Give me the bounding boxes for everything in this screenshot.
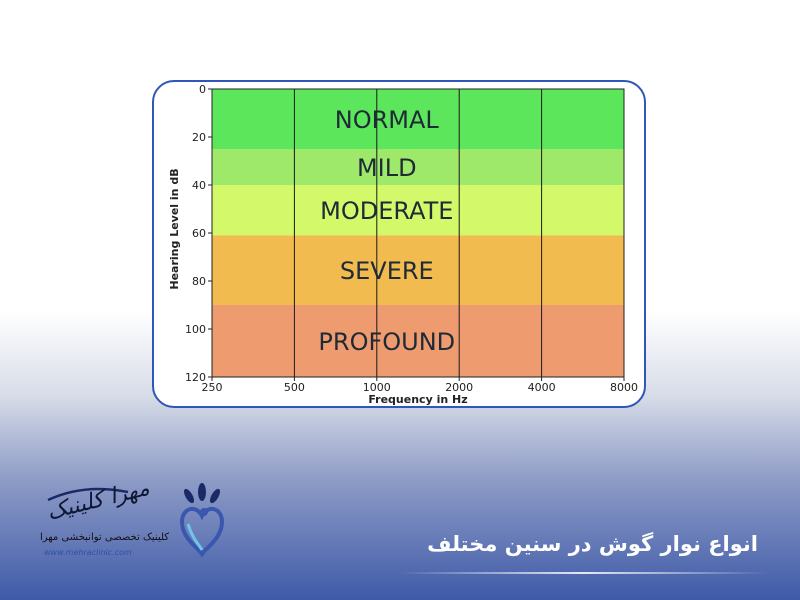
page-caption: انواع نوار گوش در سنین مختلف: [427, 532, 758, 556]
band-label-severe: SEVERE: [340, 257, 434, 285]
band-moderate: [212, 185, 624, 236]
x-tick-label-2000: 2000: [445, 381, 473, 394]
y-tick-label-60: 60: [192, 227, 206, 240]
band-label-profound: PROFOUND: [318, 328, 455, 356]
brand-subtitle: کلینیک تخصصی توانبخشی مهرا: [40, 532, 170, 543]
x-axis-label: Frequency in Hz: [368, 393, 467, 406]
chart-card: NORMAL MILD MODERATE SEVERE PROFOUND 0 20 40 60 8…: [152, 80, 646, 408]
caption-underline: [398, 572, 768, 574]
brand-url: www.mehraclinic.com: [44, 548, 132, 557]
hearing-level-chart: NORMAL MILD MODERATE SEVERE PROFOUND 0 20 40 60 8…: [168, 83, 638, 406]
band-severe: [212, 235, 624, 305]
x-tick-label-4000: 4000: [528, 381, 556, 394]
clinic-logo-icon: [47, 483, 225, 558]
y-tick-label-120: 120: [185, 371, 206, 384]
x-tick-label-250: 250: [202, 381, 223, 394]
band-label-normal: NORMAL: [335, 106, 440, 134]
band-label-moderate: MODERATE: [320, 197, 453, 225]
y-tick-label-100: 100: [185, 323, 206, 336]
x-tick-label-8000: 8000: [610, 381, 638, 394]
y-axis-label: Hearing Level in dB: [168, 168, 181, 289]
x-tick-label-1000: 1000: [363, 381, 391, 394]
band-profound: [212, 305, 624, 377]
y-tick-label-20: 20: [192, 131, 206, 144]
x-tick-label-500: 500: [284, 381, 305, 394]
band-label-mild: MILD: [357, 154, 417, 182]
y-tick-label-40: 40: [192, 179, 206, 192]
band-normal: [212, 89, 624, 149]
band-mild: [212, 149, 624, 185]
y-tick-label-80: 80: [192, 275, 206, 288]
y-tick-label-0: 0: [199, 83, 206, 96]
